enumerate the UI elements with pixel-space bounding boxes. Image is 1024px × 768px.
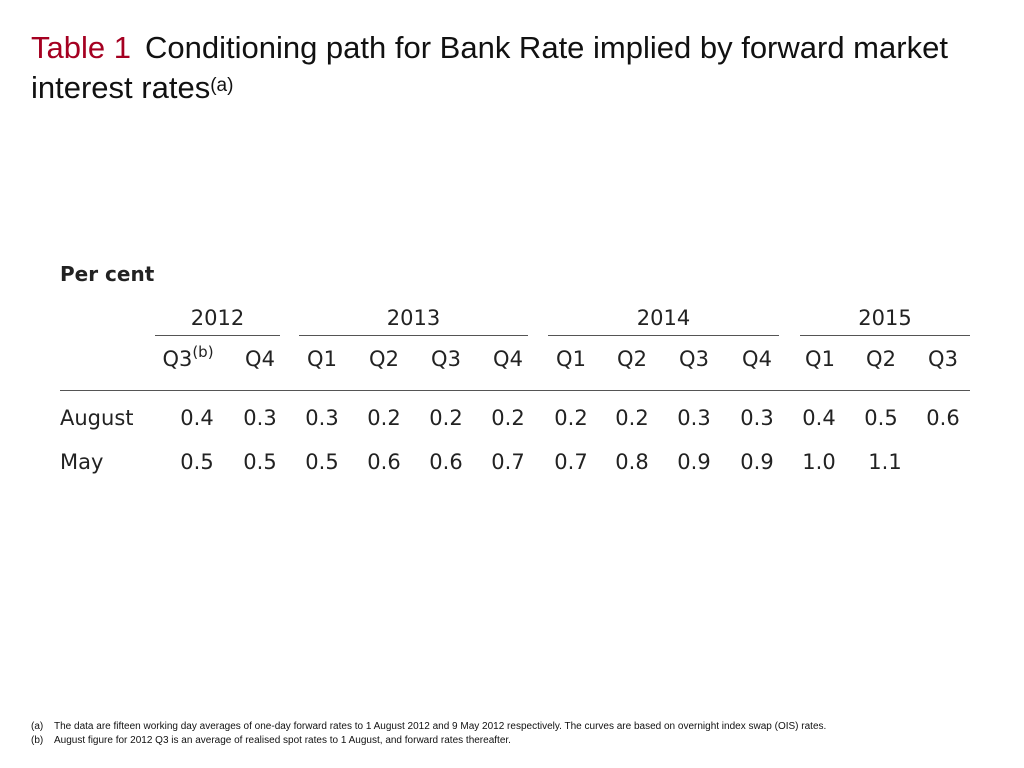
quarter-note-ref: (b) [192, 343, 214, 361]
table-cell: 0.2 [554, 406, 588, 430]
quarter-header: Q2 [369, 347, 399, 371]
quarter-header: Q3 [928, 347, 958, 371]
table-title-text: Conditioning path for Bank Rate implied … [31, 30, 948, 105]
quarter-header: Q3 [679, 347, 709, 371]
year-header: 2012 [190, 306, 245, 330]
quarter-header: Q1 [307, 347, 337, 371]
footnote-text: The data are fifteen working day average… [54, 721, 827, 732]
row-label-may: May [60, 450, 104, 474]
table-cell: 0.3 [305, 406, 339, 430]
title-note-ref: (a) [210, 75, 234, 96]
table-cell: 1.0 [802, 450, 836, 474]
quarter-header: Q2 [866, 347, 896, 371]
table-cell: 0.2 [615, 406, 649, 430]
year-divider [299, 335, 528, 336]
header-divider [60, 390, 970, 391]
year-header: 2015 [858, 306, 912, 330]
year-header: 2013 [386, 306, 441, 330]
row-label-august: August [60, 406, 134, 430]
quarter-header: Q1 [805, 347, 835, 371]
quarter-header: Q4 [245, 347, 275, 371]
footnote-text: August figure for 2012 Q3 is an average … [54, 735, 511, 746]
table-cell: 0.3 [677, 406, 711, 430]
table-number: Table 1 [31, 30, 131, 65]
footnote: (a) The data are fifteen working day ave… [31, 720, 991, 734]
quarter-header: Q3(b) [162, 343, 214, 371]
table-cell: 0.2 [429, 406, 463, 430]
table-cell: 0.5 [864, 406, 898, 430]
year-divider [800, 335, 970, 336]
quarter-header: Q4 [493, 347, 523, 371]
table-cell: 0.4 [180, 406, 214, 430]
table-cell: 0.5 [180, 450, 214, 474]
table-cell: 0.3 [243, 406, 277, 430]
table-cell: 0.7 [491, 450, 525, 474]
table-cell: 1.1 [868, 450, 902, 474]
quarter-header: Q2 [617, 347, 647, 371]
page-title: Table 1 Conditioning path for Bank Rate i… [31, 28, 991, 108]
table-cell: 0.5 [243, 450, 277, 474]
table-cell: 0.9 [677, 450, 711, 474]
footnote: (b) August figure for 2012 Q3 is an aver… [31, 734, 991, 748]
table-cell: 0.4 [802, 406, 836, 430]
table-cell: 0.8 [615, 450, 649, 474]
year-divider [548, 335, 779, 336]
table-cell: 0.6 [429, 450, 463, 474]
footnote-mark: (a) [31, 721, 44, 732]
table-cell: 0.3 [740, 406, 774, 430]
year-header: 2014 [636, 306, 691, 330]
table-cell: 0.2 [491, 406, 525, 430]
quarter-header: Q4 [742, 347, 772, 371]
quarter-header: Q3 [431, 347, 461, 371]
table-cell: 0.5 [305, 450, 339, 474]
table-cell: 0.6 [367, 450, 401, 474]
table-cell: 0.9 [740, 450, 774, 474]
table-cell: 0.7 [554, 450, 588, 474]
table-cell: 0.6 [926, 406, 960, 430]
quarter-header: Q1 [556, 347, 586, 371]
unit-label: Per cent [60, 262, 155, 286]
footnotes: (a) The data are fifteen working day ave… [31, 720, 991, 748]
year-divider [155, 335, 280, 336]
footnote-mark: (b) [31, 735, 44, 746]
table-cell: 0.2 [367, 406, 401, 430]
